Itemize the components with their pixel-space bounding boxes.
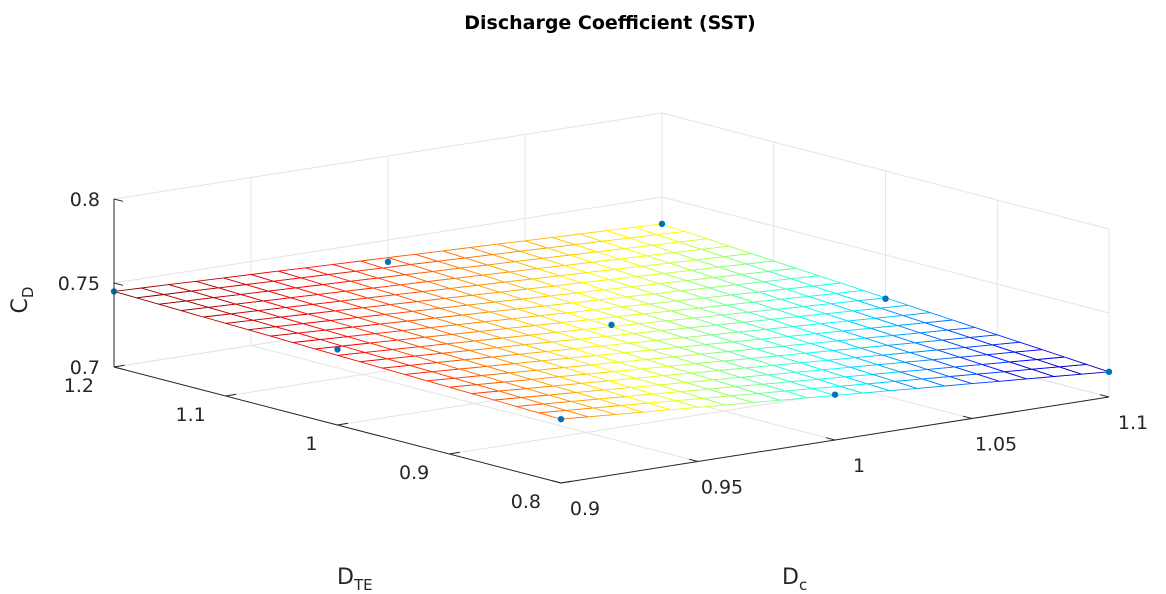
y-axis-label: DTE xyxy=(337,565,373,594)
gridline-side-z xyxy=(661,112,1110,230)
gridline-back-z xyxy=(113,112,663,200)
x-tick-label: 0.95 xyxy=(701,477,743,499)
gridline-back-z xyxy=(113,196,663,284)
y-tick xyxy=(560,480,572,484)
gridline-side-z xyxy=(661,196,1110,314)
data-point xyxy=(1105,368,1113,375)
z-axis-label: CD xyxy=(8,287,37,314)
axes xyxy=(113,198,1110,484)
data-point xyxy=(608,321,615,329)
x-tick-label: 0.9 xyxy=(570,498,600,520)
y-tick-label: 1.1 xyxy=(176,404,206,426)
z-tick xyxy=(113,366,124,370)
x-tick xyxy=(1099,394,1110,398)
x-tick-label: 1.1 xyxy=(1118,412,1148,434)
data-point xyxy=(384,258,392,266)
y-tick xyxy=(337,422,349,426)
data-point xyxy=(831,391,839,398)
z-tick xyxy=(113,282,124,286)
data-point xyxy=(557,415,565,423)
chart-title: Discharge Coefficient (SST) xyxy=(464,12,756,34)
x-tick xyxy=(825,437,836,441)
y-tick xyxy=(449,451,460,455)
y-tick-label: 0.9 xyxy=(399,462,429,484)
y-tick-label: 0.8 xyxy=(511,491,541,513)
z-tick-label: 0.75 xyxy=(58,273,100,295)
x-tick xyxy=(962,415,973,419)
z-tick xyxy=(113,198,124,202)
y-tick-label: 1 xyxy=(305,433,317,455)
z-tick-label: 0.8 xyxy=(70,189,100,211)
x-tick-label: 1 xyxy=(853,455,865,477)
data-point xyxy=(658,220,666,228)
data-point xyxy=(882,295,889,302)
y-tick-label: 1.2 xyxy=(64,375,94,397)
x-axis-label: Dc xyxy=(782,565,807,594)
surface-mesh xyxy=(113,223,1110,420)
x-tick xyxy=(688,458,699,462)
x-tick xyxy=(551,480,562,484)
x-tick-label: 1.05 xyxy=(975,434,1017,456)
y-tick xyxy=(113,364,125,368)
data-point xyxy=(334,346,341,353)
z-tick-label: 0.7 xyxy=(70,357,100,379)
y-tick xyxy=(225,393,237,397)
tick-labels: 0.9 0.95 1 1.05 1.1 0.8 0.9 1 1.1 1.20.7 0.75 0.8 xyxy=(58,189,1148,520)
